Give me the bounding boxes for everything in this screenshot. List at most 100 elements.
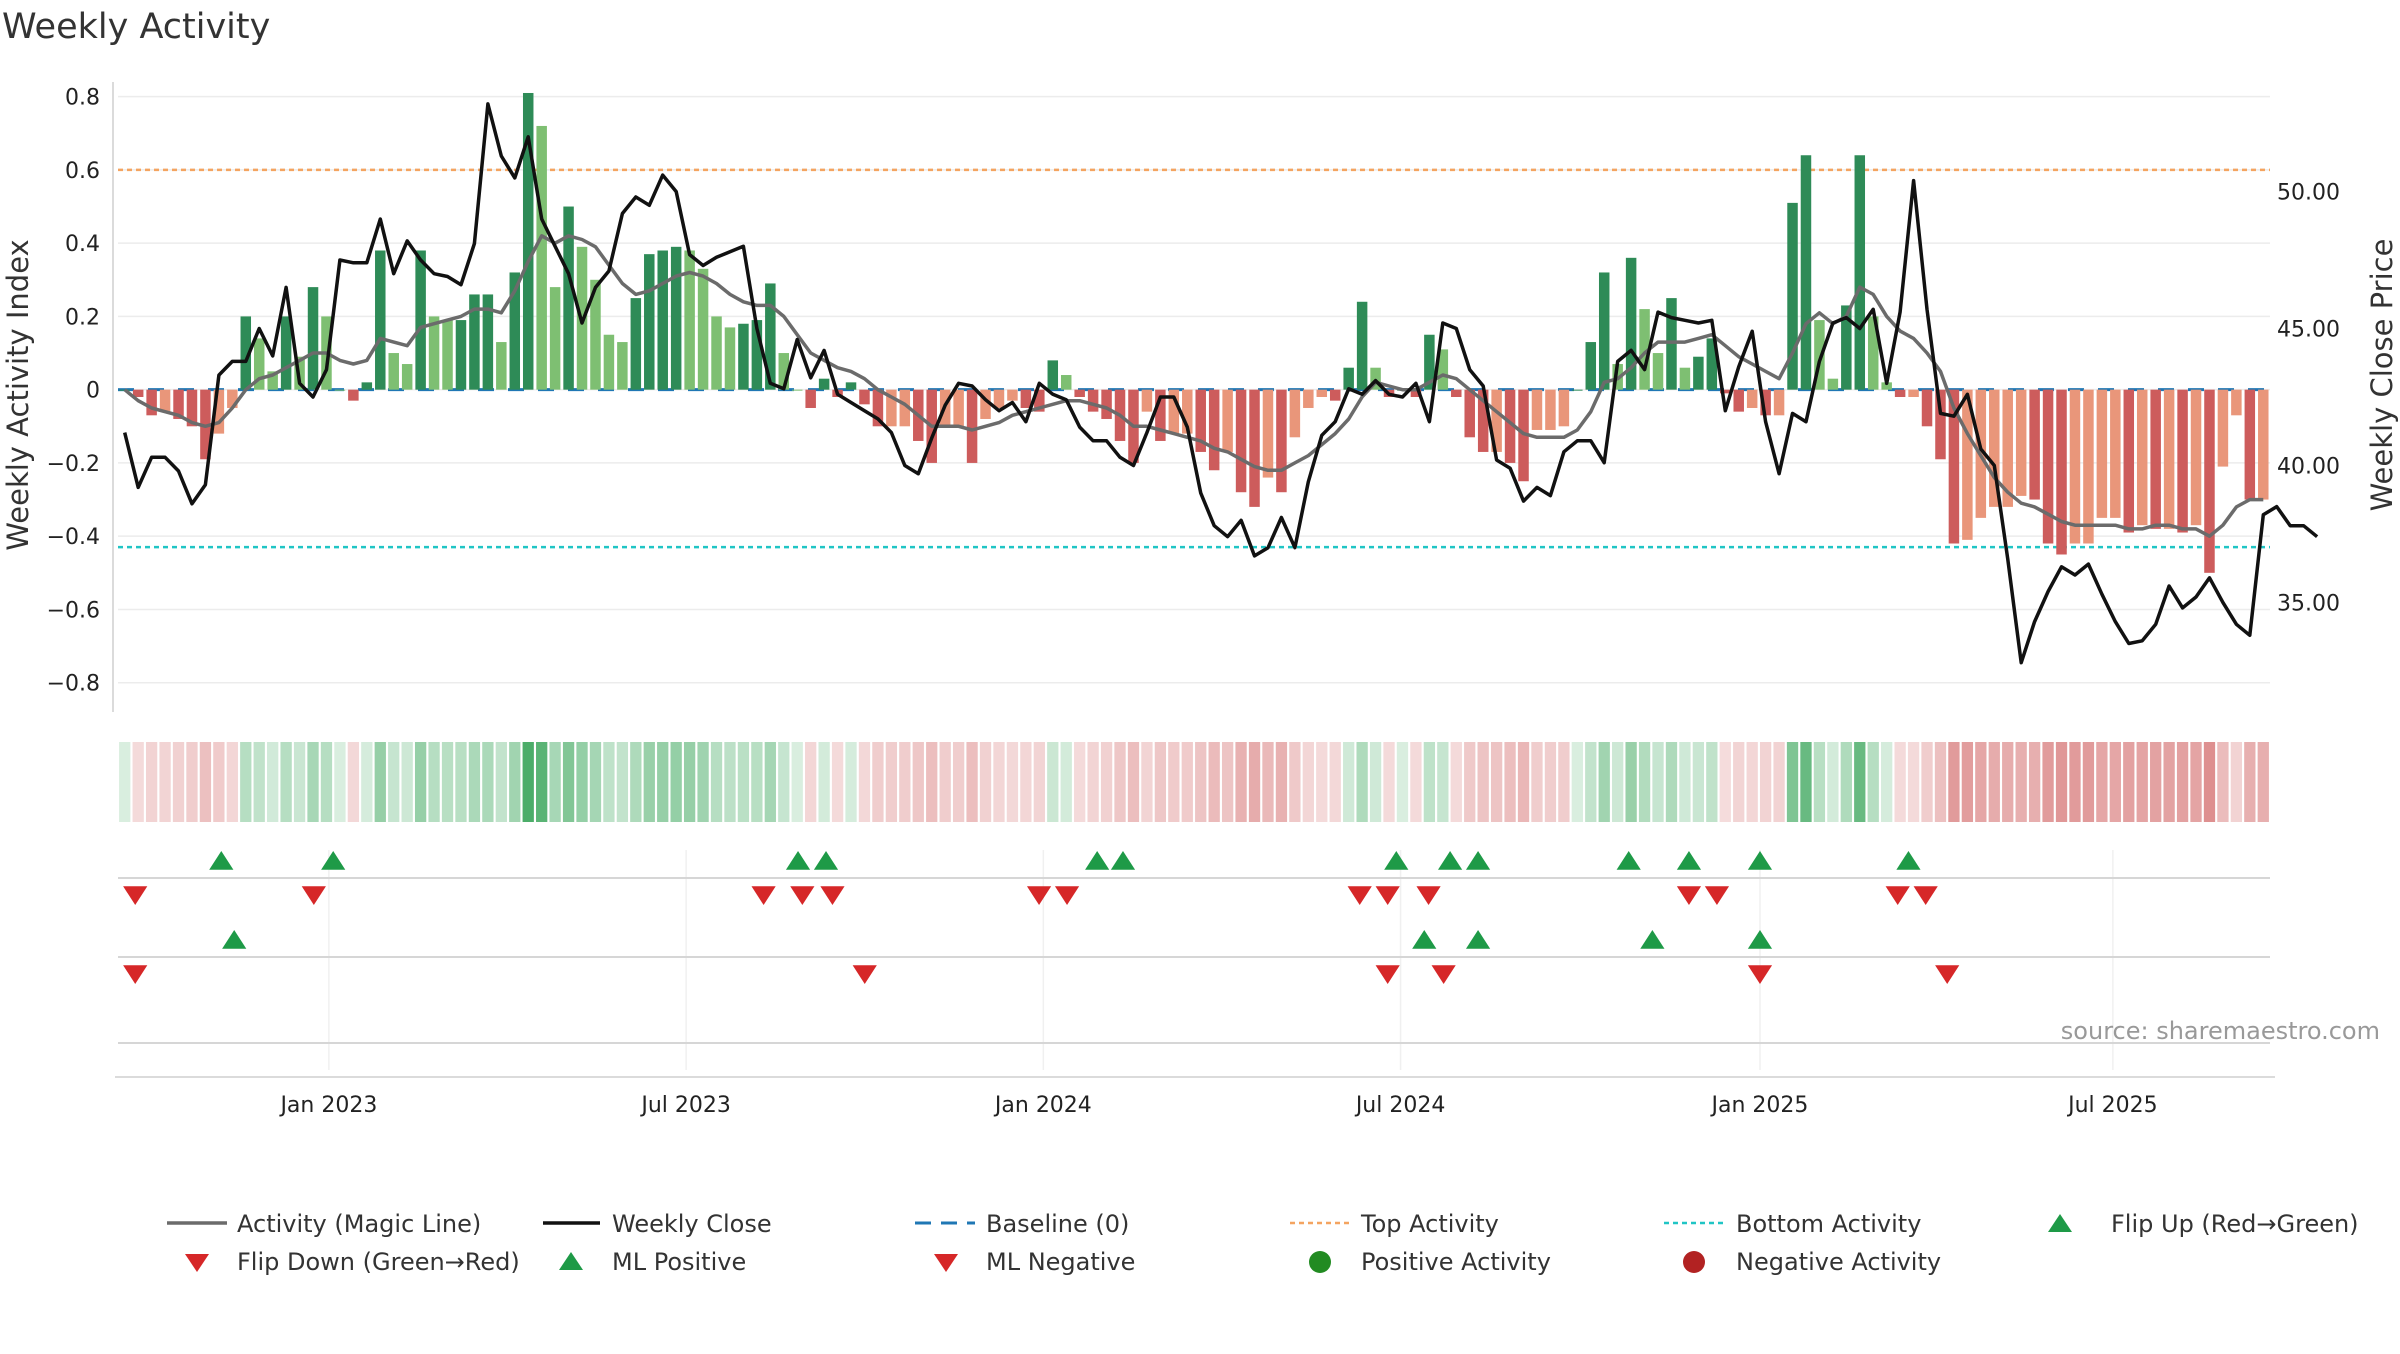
heat-strip-cell xyxy=(1275,742,1288,822)
activity-bar xyxy=(2231,389,2242,416)
heat-strip-cell xyxy=(468,742,481,822)
activity-bar xyxy=(522,92,534,390)
heat-strip-cell xyxy=(2190,742,2202,822)
activity-bar xyxy=(348,389,359,401)
heat-strip-cell xyxy=(1033,742,1045,822)
activity-bar xyxy=(1074,389,1085,397)
y-tick-label: −0.2 xyxy=(47,452,100,477)
activity-bar xyxy=(1262,389,1274,478)
activity-bar xyxy=(509,272,521,390)
heat-strip-cell xyxy=(1302,742,1314,822)
heat-strip-cell xyxy=(872,742,884,822)
heat-strip-cell xyxy=(885,742,898,822)
activity-bar xyxy=(1733,389,1744,412)
y2-axis-title: Weekly Close Price xyxy=(2365,239,2399,512)
legend-ml-positive-label: ML Positive xyxy=(612,1248,746,1276)
heat-strip-cell xyxy=(737,742,750,822)
heat-strip-cell xyxy=(1208,742,1220,822)
heat-strip-cell xyxy=(2230,742,2243,822)
flip-down-marker xyxy=(1676,886,1702,905)
activity-bar xyxy=(1020,389,1032,408)
heat-strip-cell xyxy=(1571,742,1583,822)
activity-bar xyxy=(1303,389,1314,408)
heat-strip-cell xyxy=(1289,742,1301,822)
heat-strip-cell xyxy=(240,742,252,822)
heat-strip-cell xyxy=(1195,742,1207,822)
heat-strip-cell xyxy=(1100,742,1113,822)
activity-bar xyxy=(1854,155,1866,390)
activity-bar xyxy=(307,287,319,390)
y-tick-label: −0.6 xyxy=(47,598,100,623)
heat-strip-cell xyxy=(1154,742,1167,822)
flip-down-marker xyxy=(751,886,776,905)
heat-strip-cell xyxy=(966,742,978,822)
activity-bar xyxy=(751,320,763,390)
heat-strip-cell xyxy=(1410,742,1422,822)
activity-bar xyxy=(1867,316,1879,390)
activity-bar xyxy=(253,338,265,390)
heat-strip-cell xyxy=(482,742,494,822)
activity-bar xyxy=(1894,389,1906,397)
heat-strip-cell xyxy=(1490,742,1503,822)
heat-strip-cell xyxy=(778,742,790,822)
heat-strip-cell xyxy=(388,742,400,822)
heat-strip-cell xyxy=(562,742,575,822)
heat-strip-cell xyxy=(643,742,655,822)
heat-strip-cell xyxy=(1437,742,1449,822)
flip-markers xyxy=(123,851,1938,905)
heat-strip-cell xyxy=(2002,742,2014,822)
y2-tick-label: 50.00 xyxy=(2277,181,2340,206)
activity-bar xyxy=(1168,389,1180,434)
activity-bar xyxy=(280,316,292,390)
activity-bar xyxy=(791,389,803,391)
activity-bar xyxy=(603,334,615,390)
legend-close-label: Weekly Close xyxy=(612,1210,772,1238)
activity-bar xyxy=(1047,360,1059,390)
heat-strip-cell xyxy=(119,742,131,822)
y-axis-title: Weekly Activity Index xyxy=(1,239,35,550)
activity-bar xyxy=(2163,389,2175,529)
flip-up-marker xyxy=(785,851,811,870)
activity-bar xyxy=(1235,389,1247,493)
heat-strip-cell xyxy=(414,742,427,822)
ml-markers xyxy=(123,930,1960,984)
heat-strip-cell xyxy=(899,742,911,822)
heat-strip-cell xyxy=(1020,742,1032,822)
activity-bar xyxy=(1706,338,1718,390)
activity-bar xyxy=(2244,389,2256,500)
activity-bar xyxy=(1841,305,1852,390)
heat-strip-cell xyxy=(952,742,965,822)
activity-bar xyxy=(953,389,964,427)
heat-strip-cell xyxy=(2082,742,2095,822)
activity-bar xyxy=(388,353,399,390)
flip-down-marker xyxy=(1054,886,1080,905)
heat-strip-cell xyxy=(1517,742,1530,822)
heat-strip-cell xyxy=(1248,742,1261,822)
activity-bar xyxy=(482,294,494,390)
heat-strip-cell xyxy=(1087,742,1099,822)
ml-negative-marker xyxy=(1375,965,1400,984)
legend-top-label: Top Activity xyxy=(1360,1210,1499,1238)
heat-strip-cell xyxy=(2217,742,2229,822)
activity-bar xyxy=(1491,389,1502,452)
heat-strip-cell xyxy=(845,742,857,822)
y-tick-label: 0.2 xyxy=(65,305,100,330)
flip-down-marker xyxy=(1347,886,1372,905)
x-tick-label: Jul 2023 xyxy=(639,1093,731,1118)
ml-negative-marker xyxy=(123,965,148,984)
activity-bar xyxy=(1746,389,1758,408)
heat-strip-cell xyxy=(1786,742,1799,822)
activity-bar xyxy=(1424,334,1435,390)
heat-strip-cell xyxy=(536,742,548,822)
legend-ml-negative-label: ML Negative xyxy=(986,1248,1135,1276)
activity-bar xyxy=(1720,389,1731,394)
heat-strip-cell xyxy=(751,742,763,822)
heat-strip-cell xyxy=(1235,742,1247,822)
heat-strip-cell xyxy=(159,742,171,822)
heat-strip-cell xyxy=(630,742,642,822)
activity-bar xyxy=(886,389,897,427)
activity-bar xyxy=(361,382,373,390)
activity-bar xyxy=(2136,389,2148,526)
